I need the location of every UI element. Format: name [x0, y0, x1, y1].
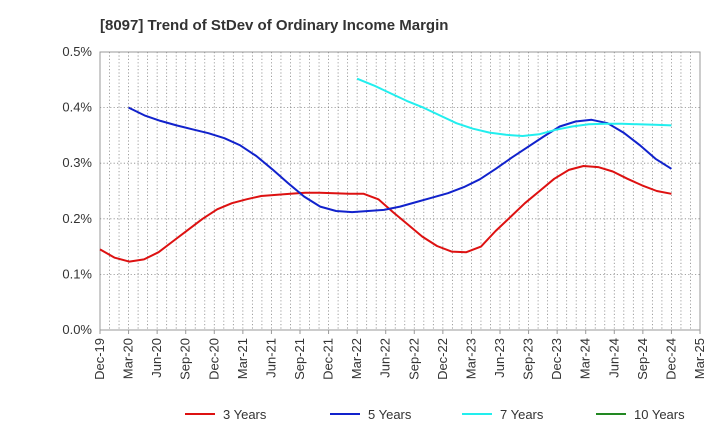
x-tick-label: Mar-22 [349, 338, 364, 379]
x-tick-label: Jun-24 [606, 338, 621, 378]
x-tick-label: Mar-24 [578, 338, 593, 379]
legend-label: 10 Years [634, 407, 685, 422]
x-tick-label: Sep-24 [635, 338, 650, 380]
x-tick-label: Jun-22 [378, 338, 393, 378]
plot-area: 0.0% 0.1% 0.2% 0.3% 0.4% 0.5% Dec-19 Mar-20 Jun-… [62, 44, 707, 380]
y-tick-label: 0.2% [62, 211, 92, 226]
x-tick-label: Mar-21 [235, 338, 250, 379]
x-tick-label: Sep-22 [406, 338, 421, 380]
x-tick-label: Mar-20 [121, 338, 136, 379]
y-tick-label: 0.3% [62, 155, 92, 170]
series-line-7-years [356, 77, 672, 137]
legend: 3 Years 5 Years 7 Years 10 Years [185, 407, 685, 422]
x-tick-label: Dec-23 [549, 338, 564, 380]
legend-label: 7 Years [500, 407, 544, 422]
x-tick-label: Dec-21 [321, 338, 336, 380]
y-tick-label: 0.1% [62, 266, 92, 281]
x-tick-label: Jun-20 [149, 338, 164, 378]
series-line-5-years [128, 106, 672, 214]
x-tick-label: Dec-22 [435, 338, 450, 380]
legend-label: 3 Years [223, 407, 267, 422]
x-tick-label: Mar-25 [692, 338, 707, 379]
chart-title: [8097] Trend of StDev of Ordinary Income… [100, 17, 448, 34]
x-tick-label: Dec-20 [206, 338, 221, 380]
x-tick-label: Dec-24 [663, 338, 678, 380]
legend-label: 5 Years [368, 407, 412, 422]
x-tick-label: Jun-21 [263, 338, 278, 378]
x-tick-label: Sep-23 [521, 338, 536, 380]
x-tick-label: Dec-19 [92, 338, 107, 380]
x-tick-label: Mar-23 [463, 338, 478, 379]
y-tick-label: 0.4% [62, 100, 92, 115]
x-tick-label: Sep-20 [178, 338, 193, 380]
y-tick-label: 0.5% [62, 44, 92, 59]
plot-frame [99, 51, 701, 331]
series-line-3-years [99, 165, 672, 263]
x-tick-label: Sep-21 [292, 338, 307, 380]
y-tick-label: 0.0% [62, 322, 92, 337]
x-tick-label: Jun-23 [492, 338, 507, 378]
